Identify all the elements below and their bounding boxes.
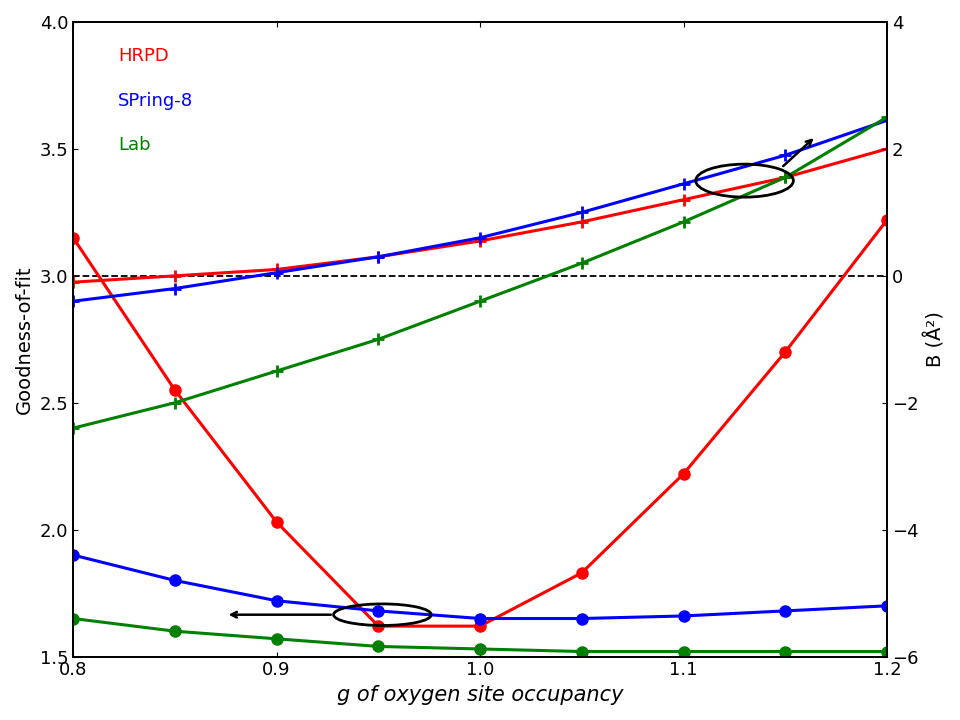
X-axis label: g of oxygen site occupancy: g of oxygen site occupancy xyxy=(337,685,623,705)
Text: HRPD: HRPD xyxy=(118,48,169,66)
Text: Lab: Lab xyxy=(118,136,151,154)
Y-axis label: B (Å²): B (Å²) xyxy=(924,311,945,367)
Y-axis label: Goodness-of-fit: Goodness-of-fit xyxy=(15,265,34,413)
Text: SPring-8: SPring-8 xyxy=(118,92,193,110)
